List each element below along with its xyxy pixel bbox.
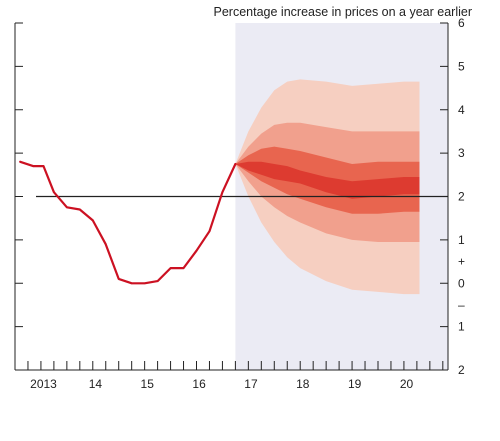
y-tick-label: 1 xyxy=(458,320,465,334)
x-tick-label: 2013 xyxy=(30,377,57,391)
y-tick-label: 2 xyxy=(458,190,465,204)
fan-band-4 xyxy=(235,161,420,199)
x-tick-label: 20 xyxy=(400,377,414,391)
series-line-1 xyxy=(19,160,237,285)
x-ticks: 2013 14 15 16 17 18 19 20 xyxy=(27,361,444,391)
y-sign-label: – xyxy=(458,298,465,312)
y-tick-label: 2 xyxy=(458,363,465,377)
x-tick-label: 16 xyxy=(192,377,206,391)
chart-title: Percentage increase in prices on a year … xyxy=(214,5,472,19)
x-tick-label: 14 xyxy=(89,377,103,391)
y-tick-label: 0 xyxy=(458,276,465,290)
y-tick-label: 3 xyxy=(458,146,465,160)
y-sign-label: + xyxy=(458,255,465,269)
data-series xyxy=(19,160,237,285)
x-tick-label: 17 xyxy=(244,377,258,391)
y-tick-label: 4 xyxy=(458,103,465,117)
y-tick-label: 5 xyxy=(458,59,465,73)
y-ticks: 6 5 4 3 2 1 0 1 2 + – xyxy=(15,16,465,377)
y-tick-label: 6 xyxy=(458,16,465,30)
y-tick-label: 1 xyxy=(458,233,465,247)
x-tick-label: 15 xyxy=(141,377,155,391)
x-tick-label: 18 xyxy=(296,377,310,391)
x-tick-label: 19 xyxy=(348,377,362,391)
